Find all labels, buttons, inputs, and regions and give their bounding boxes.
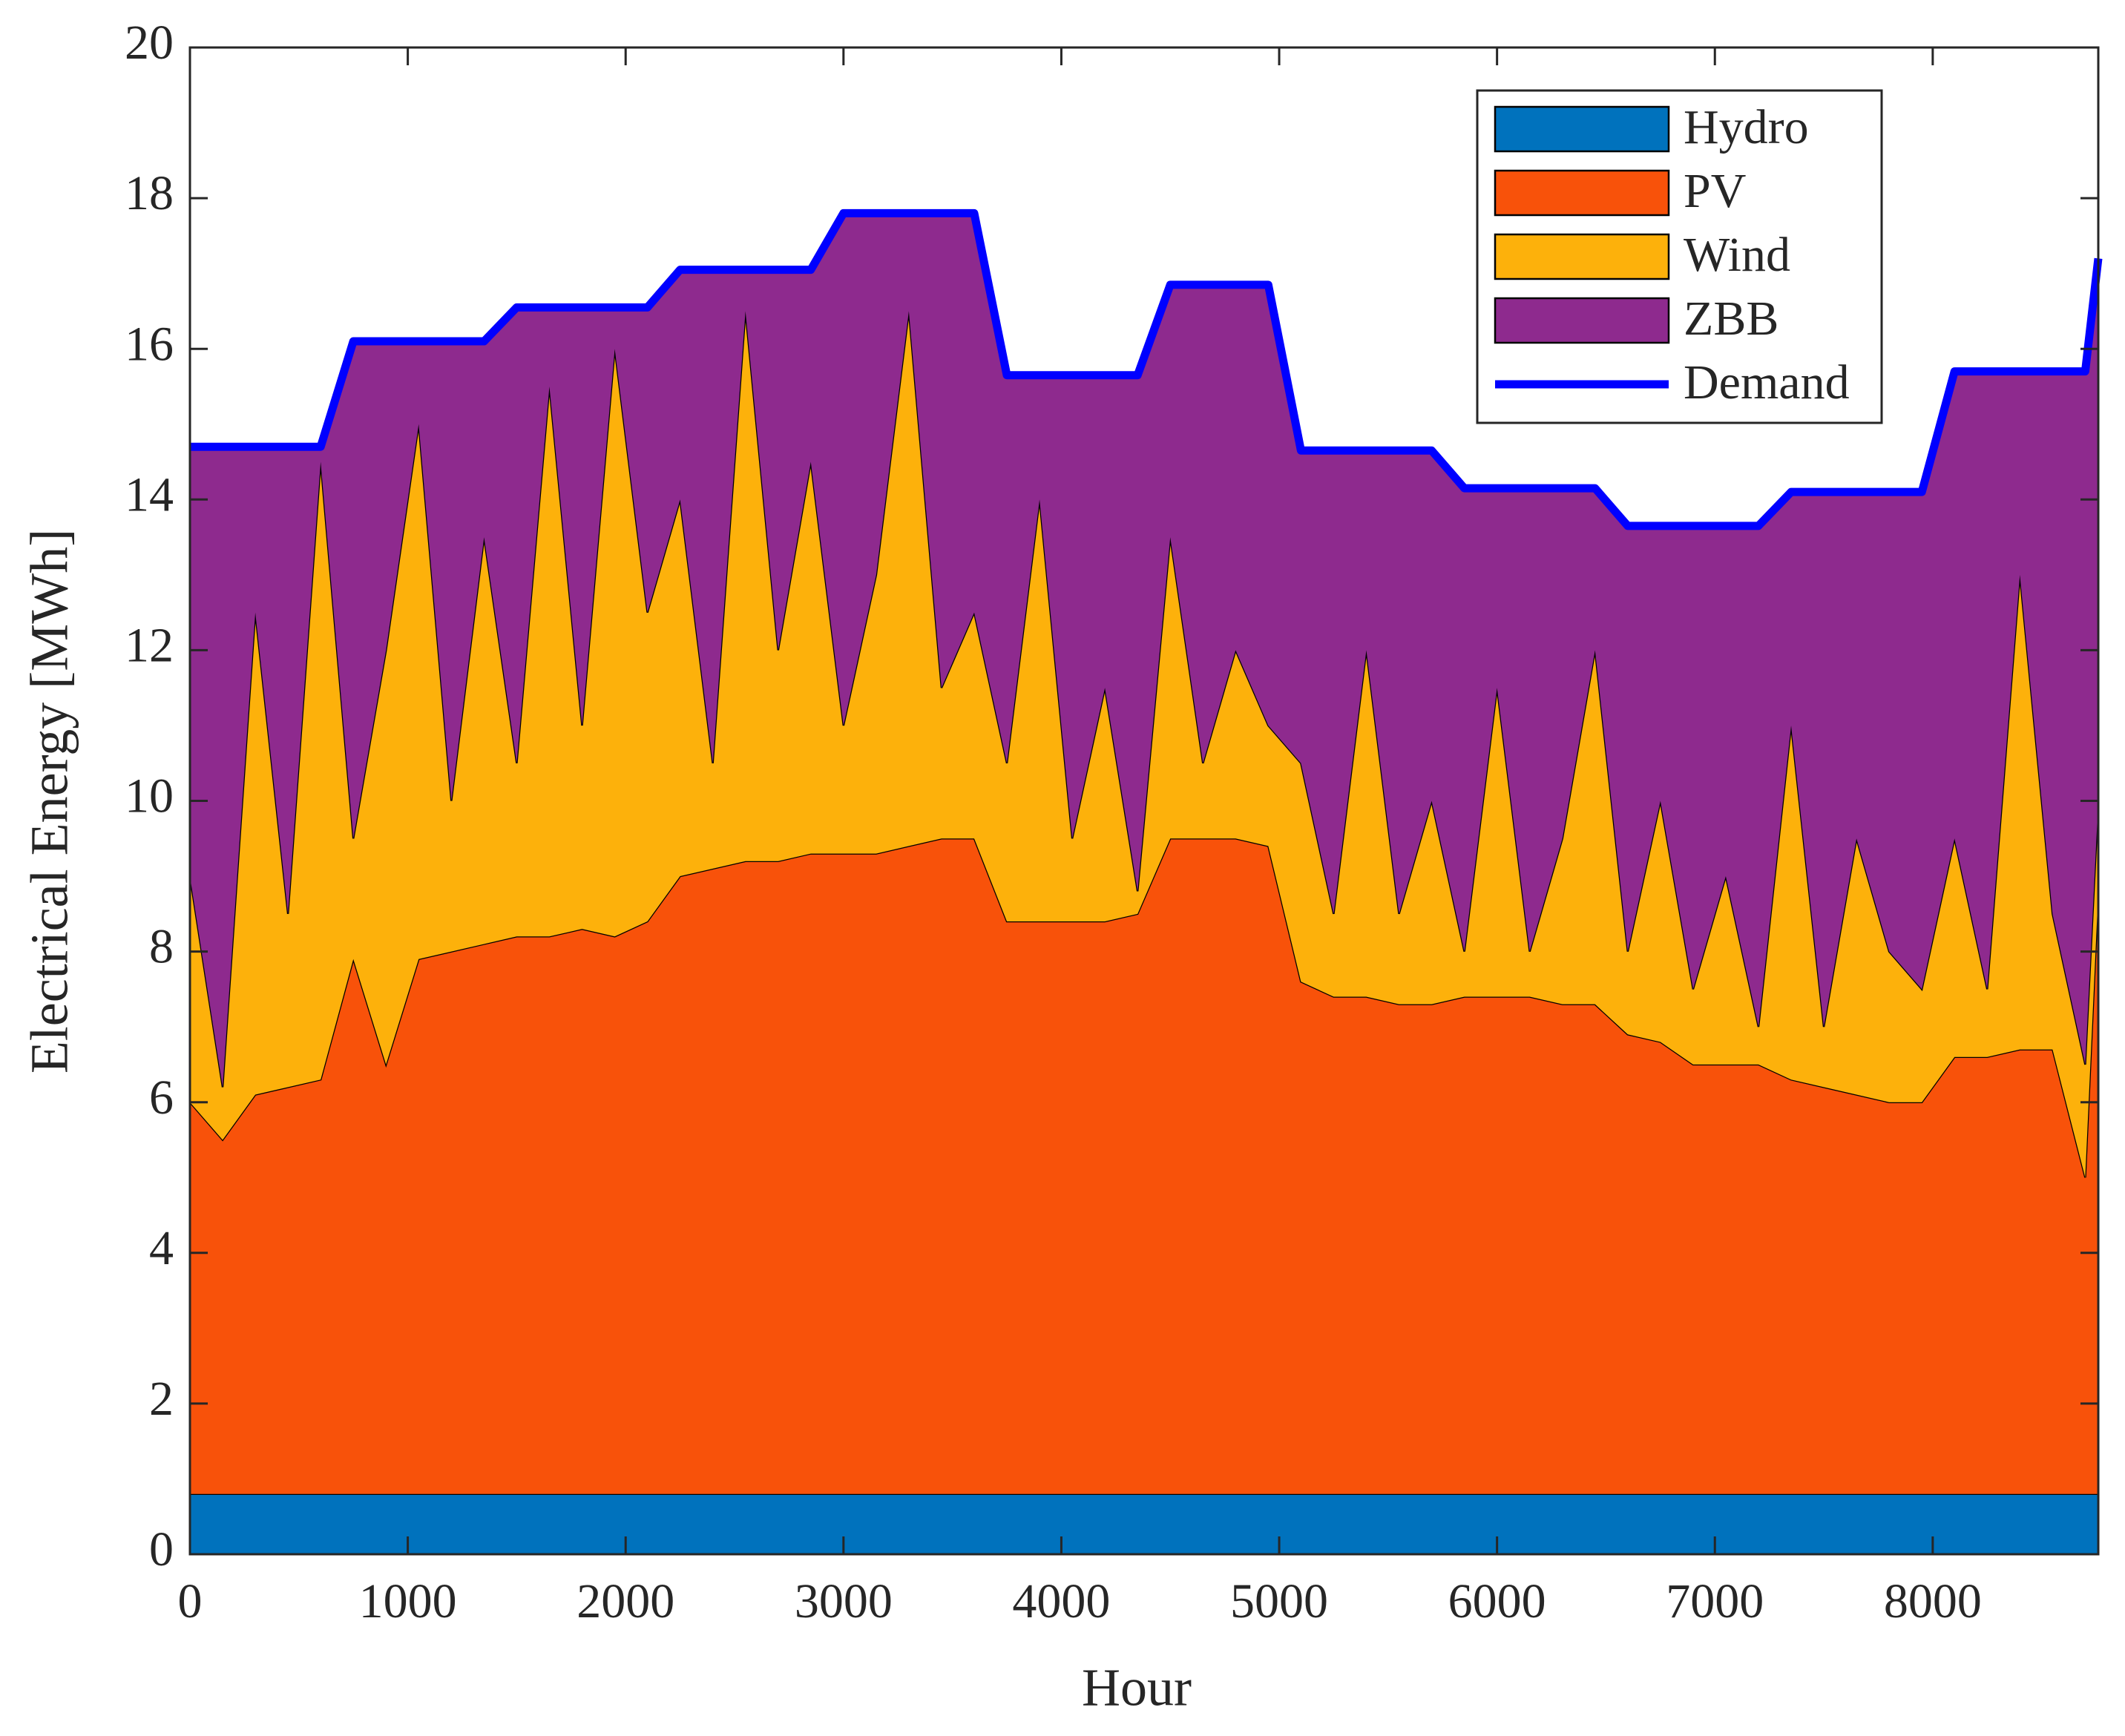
y-tick-label: 2: [149, 1372, 174, 1426]
area: [190, 213, 2098, 1088]
x-tick-label: 1000: [359, 1574, 457, 1628]
x-tick-label: 0: [178, 1574, 203, 1628]
y-tick-label: 6: [149, 1071, 174, 1125]
area: [190, 838, 2098, 1494]
y-tick-label: 20: [125, 16, 174, 70]
legend-label: ZBB: [1684, 292, 1779, 346]
legend-label: Hydro: [1684, 100, 1809, 154]
x-tick-label: 7000: [1666, 1574, 1764, 1628]
legend-swatch: [1494, 297, 1670, 344]
x-tick-label: 6000: [1448, 1574, 1546, 1628]
legend-swatch: [1494, 105, 1670, 153]
x-tick-label: 3000: [795, 1574, 893, 1628]
y-tick-label: 8: [149, 920, 174, 974]
y-tick-label: 12: [125, 619, 174, 673]
y-tick-label: 14: [125, 467, 174, 522]
x-tick-label: 5000: [1230, 1574, 1328, 1628]
x-tick-label: 2000: [577, 1574, 674, 1628]
y-tick-label: 10: [125, 769, 174, 823]
legend-label: PV: [1684, 164, 1746, 218]
plot-area: [188, 212, 2100, 1554]
area: [190, 1493, 2098, 1554]
y-tick-label: 18: [125, 166, 174, 220]
x-tick-label: 4000: [1012, 1574, 1110, 1628]
y-tick-label: 0: [149, 1522, 174, 1576]
x-axis-label: Hour: [1082, 1658, 1192, 1717]
y-tick-label: 4: [149, 1221, 174, 1275]
area: [190, 311, 2098, 1178]
legend-swatch: [1494, 233, 1670, 280]
legend-swatch: [1494, 169, 1670, 217]
demand-line: [190, 208, 2103, 530]
x-tick-label: 8000: [1884, 1574, 1982, 1628]
legend-label: Wind: [1684, 228, 1790, 282]
legend-label: Demand: [1684, 355, 1850, 410]
y-tick-label: 16: [125, 317, 174, 371]
y-axis-label: Electrical Energy [MWh]: [20, 529, 79, 1074]
